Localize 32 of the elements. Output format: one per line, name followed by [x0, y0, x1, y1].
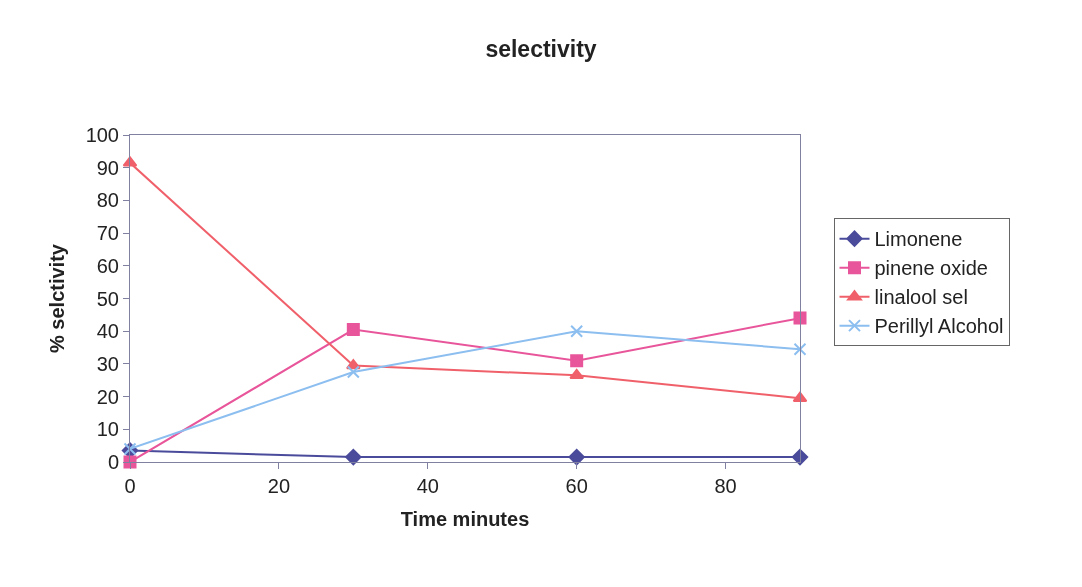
y-tick-label: 50 — [96, 287, 119, 310]
point — [346, 365, 360, 379]
point — [345, 448, 362, 466]
x-tick-label: 80 — [714, 475, 737, 497]
x-tick-label: 0 — [124, 475, 136, 497]
x-tick-label: 40 — [416, 475, 439, 497]
point — [570, 354, 584, 368]
y-tick-label: 0 — [107, 451, 119, 473]
x-tick-label: 20 — [267, 475, 291, 497]
point — [793, 342, 807, 356]
y-tick-label: 100 — [85, 124, 119, 146]
legend-label: linalool sel — [874, 286, 968, 309]
point — [569, 368, 585, 380]
y-tick-label: 10 — [96, 418, 119, 441]
point — [568, 448, 585, 466]
point — [793, 311, 807, 325]
y-tick-label: 80 — [96, 189, 119, 212]
y-tick-label: 60 — [96, 254, 119, 277]
legend-label: Limonene — [874, 228, 963, 251]
legend-label: pinene oxide — [874, 257, 988, 280]
x-tick-label: 60 — [565, 475, 588, 497]
y-tick-label: 30 — [96, 352, 119, 375]
legend-label: Perillyl Alcohol — [874, 315, 1004, 338]
point — [570, 324, 584, 338]
y-axis-title: % selctivity — [46, 243, 69, 353]
y-tick-label: 20 — [96, 385, 119, 408]
y-tick-label: 90 — [96, 156, 119, 179]
y-tick-label: 40 — [96, 320, 119, 343]
x-axis-title: Time minutes — [400, 507, 530, 530]
point — [346, 323, 360, 337]
chart-title: selectivity — [485, 36, 597, 63]
y-tick-label: 70 — [96, 222, 119, 245]
